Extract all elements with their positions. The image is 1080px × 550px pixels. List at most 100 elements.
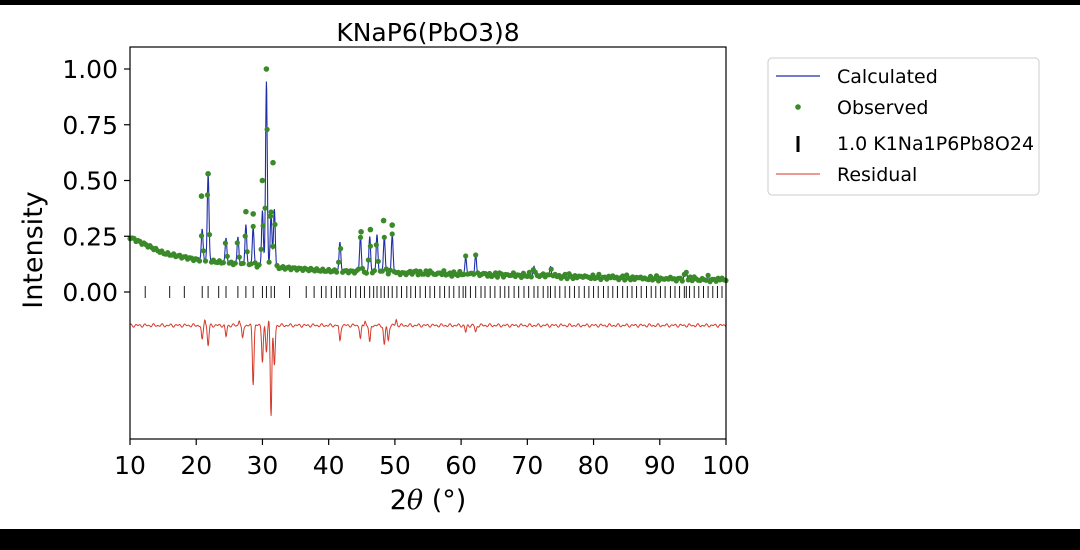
observed-point [268,209,274,215]
observed-point [224,253,230,259]
observed-point [256,262,262,268]
observed-point [259,177,266,184]
y-tick-label: 1.00 [62,55,118,84]
observed-point [252,260,258,266]
chart-title: KNaP6(PbO3)8 [336,18,519,47]
observed-point [206,232,213,238]
observed-point [242,233,248,239]
observed-point [679,278,685,284]
observed-point [471,271,477,277]
observed-point [518,274,525,280]
observed-point [222,240,228,246]
observed-point [262,205,268,211]
observed-point [455,272,461,279]
observed-point [202,258,209,264]
residual-series [129,318,727,416]
observed-point [336,259,342,265]
x-axis-ticks: 10 20 30 40 50 60 70 80 90 100 [114,439,750,480]
plot-frame [129,46,727,440]
observed-point [267,213,274,219]
observed-point [375,258,381,264]
x-tick-label: 60 [445,451,477,480]
x-tick-label: 70 [511,451,543,480]
x-tick-label: 30 [247,451,279,480]
observed-series [127,66,729,285]
calculated-series [129,81,726,282]
y-tick-label: 0.50 [62,167,118,196]
observed-point [260,223,266,229]
residual-line [129,318,727,416]
observed-point [266,259,272,265]
x-tick-label: 80 [578,451,610,480]
observed-point [357,234,364,240]
x-axis-label-unit: (°) [423,485,466,516]
observed-point [562,271,568,277]
observed-point [220,260,226,266]
observed-point [232,260,238,266]
legend-frame [767,57,1040,196]
observed-point [653,273,660,279]
observed-point [250,223,256,230]
observed-point [263,66,270,72]
observed-point [620,273,626,279]
observed-point [389,231,395,237]
y-tick-label: 0.25 [62,222,118,251]
observed-point [463,253,469,259]
x-axis-label: 2θ (°) [390,485,467,516]
observed-point [373,242,379,248]
observed-point [270,159,276,166]
observed-point [441,268,447,274]
observed-point [413,268,419,274]
diffraction-plot: KNaP6(PbO3)8 10 20 30 40 50 60 70 80 90 100 0.000… [18,18,1040,516]
x-axis-label-prefix: 2 [390,485,407,516]
reflection-ticks [144,286,723,298]
observed-point [338,246,344,252]
x-tick-label: 10 [114,451,146,480]
observed-point [358,229,364,235]
observed-point [250,211,256,217]
observed-point [367,226,374,233]
observed-point [240,260,246,266]
calculated-line [129,81,726,282]
legend-observed-label: Observed [837,97,928,119]
observed-point [492,270,499,276]
observed-point [548,266,554,272]
observed-point [334,269,340,275]
observed-point [371,268,377,274]
observed-point [380,217,387,224]
observed-point [528,274,534,280]
observed-point [365,257,371,263]
observed-point [272,221,278,228]
figure: KNaP6(PbO3)8 10 20 30 40 50 60 70 80 90 100 0.00 0… [0,5,1080,529]
observed-point [264,126,270,133]
observed-point [526,269,532,275]
observed-point [389,222,396,228]
x-axis-label-theta: θ [407,485,423,516]
legend-calculated-label: Calculated [837,66,938,88]
observed-point [198,193,205,199]
legend: Calculated Observed 1.0 K1Na1P6Pb8O24 Re… [767,57,1040,196]
y-axis-label: Intensity [18,191,49,309]
observed-point [705,272,711,278]
observed-point [204,192,211,198]
observed-point [524,273,530,279]
observed-point [248,261,254,267]
observed-point [270,243,276,249]
legend-residual-label: Residual [837,164,917,186]
observed-point [236,254,242,260]
legend-observed-swatch [795,104,801,110]
y-tick-label: 0.00 [62,278,118,307]
x-tick-label: 90 [644,451,676,480]
observed-point [234,240,240,246]
x-tick-label: 100 [702,451,750,480]
observed-point [473,252,479,258]
observed-point [196,258,203,264]
observed-point [683,269,689,275]
x-tick-label: 40 [313,451,345,480]
y-axis-ticks: 0.00 0.25 0.50 0.75 1.00 [62,55,130,307]
observed-point [449,273,455,279]
observed-point [564,276,570,282]
observed-point [198,233,205,239]
observed-point [387,267,393,273]
observed-point [381,234,387,240]
